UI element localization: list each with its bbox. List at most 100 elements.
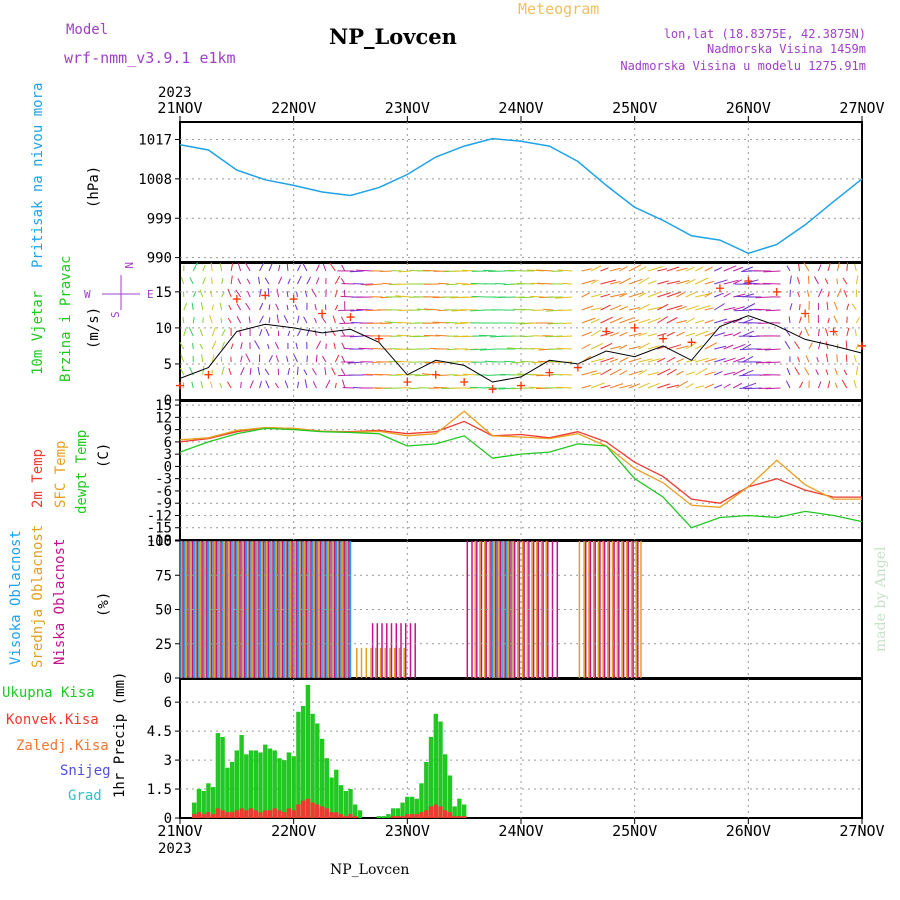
year-top: 2023 [158, 85, 192, 101]
wind-barb [676, 345, 689, 350]
convective-precip-bar [315, 804, 320, 818]
wind-barb [471, 295, 487, 298]
wind-barb [817, 328, 820, 337]
wind-barb [268, 317, 271, 324]
wind-barb [287, 330, 291, 337]
wind-barb [380, 322, 393, 325]
y-tick-label: -6 [155, 484, 172, 500]
wind-barb [794, 366, 800, 376]
wind-barb [249, 380, 254, 389]
low-cloud-ylabel: Niska Oblacnost [52, 539, 68, 665]
precip-bar [282, 760, 287, 818]
wind-barb [732, 279, 743, 285]
wind-barb [230, 343, 234, 350]
wind-barb [296, 381, 300, 389]
wind-barb [221, 329, 226, 337]
y-tick-label: 1008 [138, 172, 172, 188]
wind-barb [733, 357, 746, 363]
wind-barb [240, 381, 242, 389]
wind-barb [507, 269, 525, 272]
wind-barb [825, 369, 829, 376]
convective-precip-bar [447, 812, 453, 818]
wind-barb [825, 341, 829, 350]
wind-gust-marker [630, 323, 639, 332]
wind-barb [276, 314, 280, 324]
wind-gust-marker [460, 377, 469, 386]
wind-barb [619, 331, 628, 337]
wind-barb [315, 340, 322, 350]
precip-bar [452, 806, 457, 818]
wind-gust-marker [232, 295, 241, 304]
wind-barb [846, 327, 850, 337]
wind-barb [676, 305, 687, 311]
wind-barb [522, 335, 535, 338]
wind-barb [192, 291, 197, 298]
wind-barb [202, 366, 205, 376]
wind-barb [315, 264, 320, 272]
wind-barb [732, 343, 746, 350]
wind-barb [497, 296, 516, 298]
wind-barb [763, 270, 781, 273]
wind-barb [210, 262, 213, 272]
wind-barb [714, 384, 723, 389]
wind-barb [239, 330, 242, 337]
wind-barb [459, 296, 478, 298]
wind-barb [581, 370, 597, 376]
x-tick-label-top: 27NOV [839, 99, 884, 117]
wind-barb [423, 308, 440, 311]
wind-barb [246, 278, 251, 285]
wind-barb [275, 303, 279, 311]
wind-barb [200, 381, 204, 389]
wind-barb [609, 317, 623, 324]
wind-gust-marker [488, 385, 497, 394]
wind-barb [209, 314, 213, 324]
wind-barb [723, 357, 736, 363]
wind-barb [647, 382, 660, 389]
wind-barb [221, 277, 224, 285]
wind-barb [600, 304, 611, 311]
temp-unit: (C) [96, 443, 112, 468]
wind-barb [676, 358, 685, 363]
y-tick-label: -12 [147, 508, 172, 524]
wind-barb [581, 279, 596, 285]
wind-barb [804, 367, 810, 376]
convective-precip-bar [424, 810, 429, 818]
precip-bar [296, 711, 301, 818]
wind-barb [609, 304, 622, 311]
wind-barb [543, 308, 554, 311]
precip-bar [215, 733, 221, 818]
wind-barb [609, 383, 624, 389]
precip-bar [386, 814, 391, 818]
y-tick-label: 9 [164, 423, 172, 439]
wind-barb [581, 268, 592, 272]
wind-barb [628, 332, 642, 337]
wind-gust-marker [403, 377, 412, 386]
wind-barb [296, 315, 300, 324]
wind-barb [334, 289, 338, 298]
wind-barb [324, 330, 327, 337]
precip-bar [353, 804, 358, 818]
y-tick-label: 0 [164, 811, 172, 827]
wind-barb [808, 342, 813, 350]
y-tick-label: 5 [164, 357, 172, 373]
mid-cloud-ylabel: Srednja Oblacnost [30, 525, 46, 668]
x-tick-label-bottom: 23NOV [385, 822, 430, 840]
wind-barb [609, 267, 621, 272]
wind-barb [237, 278, 242, 285]
wind-barb [638, 266, 647, 272]
wind-barb [732, 318, 743, 324]
precip-bar [338, 785, 344, 818]
wind-barb [312, 381, 317, 389]
wind-barb [755, 296, 772, 299]
convective-precip-bar [395, 816, 401, 818]
wind-barb [199, 343, 204, 350]
lonlat-label: lon,lat (18.8375E, 42.3875N) [664, 27, 866, 41]
wind-barb [192, 262, 198, 272]
wind-barb [268, 304, 271, 311]
precip-bar [220, 736, 225, 818]
wind-barb [360, 283, 374, 285]
wind-barb [798, 304, 801, 311]
wind-barb [398, 270, 412, 273]
precip-bar [324, 758, 329, 818]
